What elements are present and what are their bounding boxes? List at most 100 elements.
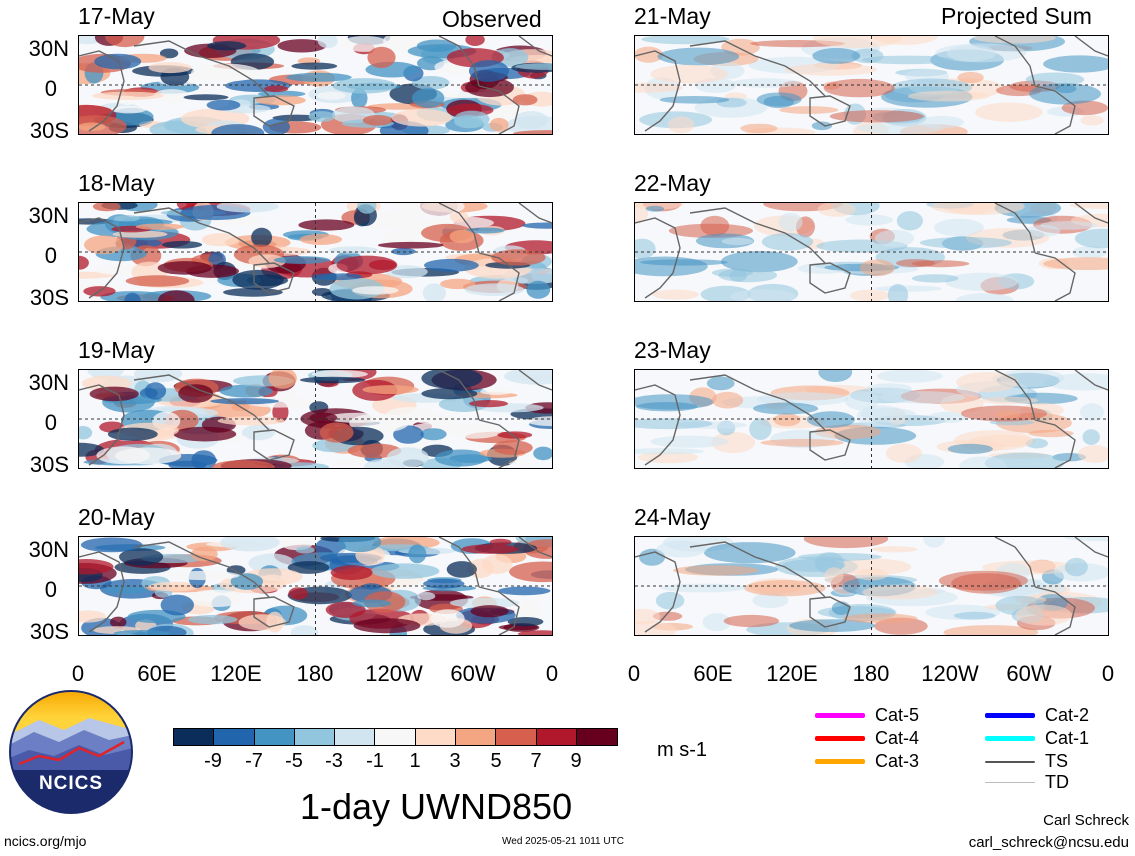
anomaly-blob	[975, 102, 1043, 122]
anomaly-blob	[813, 36, 903, 48]
anomaly-blob	[514, 111, 549, 129]
anomaly-blob	[706, 376, 735, 391]
anomaly-blob	[335, 459, 367, 466]
anomaly-blob	[113, 215, 140, 222]
lat-tick-30s: 30S	[29, 452, 69, 477]
coastline	[635, 551, 681, 633]
lon-tick-60e: 60E	[137, 661, 177, 686]
colorbar-cell	[294, 729, 336, 745]
anomaly-blob	[105, 36, 145, 48]
anomaly-blob	[454, 115, 483, 129]
anomaly-blob	[257, 90, 306, 98]
panel-date-observed-2: 18-May	[78, 170, 155, 196]
anomaly-blob	[162, 240, 203, 249]
anomaly-blob	[956, 372, 1019, 393]
anomaly-blob	[957, 71, 984, 84]
anomaly-blob	[216, 203, 279, 213]
anomaly-blob	[423, 578, 465, 589]
anomaly-blob	[317, 91, 346, 100]
site-link[interactable]: ncics.org/mjo	[4, 833, 87, 849]
coastline	[133, 541, 270, 598]
anomaly-blob	[702, 613, 731, 632]
anomaly-blob	[266, 611, 284, 633]
anomaly-blob	[412, 88, 445, 108]
anomaly-blob	[1074, 228, 1108, 249]
anomaly-blob	[361, 211, 424, 230]
anomaly-blob	[330, 565, 373, 581]
colorbar-cell	[415, 729, 457, 745]
anomaly-blob	[386, 447, 429, 468]
legend-swatch	[985, 782, 1035, 783]
anomaly-blob	[352, 286, 399, 295]
anomaly-blob	[190, 546, 218, 562]
coastline	[809, 429, 851, 461]
anomaly-blob	[823, 78, 895, 98]
panel-date-observed-1: 17-May	[78, 3, 155, 29]
anomaly-blob	[641, 36, 730, 45]
anomaly-blob	[877, 370, 943, 383]
anomaly-blob	[635, 608, 661, 625]
ncics-logo-icon: NCICS	[9, 690, 133, 814]
anomaly-blob	[124, 292, 141, 301]
anomaly-blob	[287, 561, 330, 574]
anomaly-blob	[481, 554, 513, 574]
map-panel	[78, 536, 553, 636]
lat-tick-30n: 30N	[28, 36, 69, 61]
author-email[interactable]: carl_schreck@ncsu.edu	[968, 834, 1129, 851]
anomaly-blob	[1043, 55, 1108, 73]
anomaly-blob	[635, 418, 713, 430]
anomaly-blob	[113, 630, 170, 635]
anomaly-blob	[753, 402, 819, 415]
anomaly-blob	[779, 106, 839, 114]
coastline	[133, 207, 270, 264]
anomaly-blob	[656, 540, 707, 558]
anomaly-blob	[480, 388, 514, 395]
legend-label: Cat-4	[875, 728, 920, 748]
anomaly-blob	[512, 94, 538, 106]
anomaly-blob	[856, 122, 944, 134]
anomaly-blob	[430, 609, 465, 628]
anomaly-blob	[168, 460, 207, 468]
anomaly-blob	[798, 553, 882, 561]
anomaly-blob	[515, 63, 552, 70]
coastline	[809, 596, 851, 628]
anomaly-blob	[277, 39, 327, 53]
anomaly-blob	[657, 47, 740, 66]
lon-tick-120e: 120E	[210, 661, 262, 686]
coastline	[1034, 85, 1076, 134]
units-label: m s-1	[657, 739, 707, 761]
anomaly-blob	[449, 597, 520, 609]
anomaly-blob	[533, 446, 552, 461]
anomaly-blob	[357, 203, 377, 214]
anomaly-blob	[157, 290, 195, 301]
anomaly-blob	[760, 438, 844, 447]
anomaly-blob	[650, 64, 728, 84]
anomaly-blob	[945, 272, 1019, 291]
anomaly-blob	[422, 283, 446, 301]
coastline	[1074, 537, 1108, 558]
coastline	[79, 50, 125, 132]
colorbar-label: -9	[204, 750, 222, 772]
anomaly-blob	[784, 63, 878, 76]
anomaly-blob	[311, 273, 363, 281]
coastline	[438, 537, 480, 588]
anomaly-blob	[308, 111, 336, 122]
anomaly-blob	[1064, 537, 1108, 542]
anomaly-blob	[879, 391, 965, 404]
anomaly-blob	[829, 110, 924, 123]
anomaly-blob	[650, 435, 729, 448]
wind-anomaly-field	[79, 203, 552, 301]
anomaly-blob	[219, 384, 273, 398]
anomaly-blob	[803, 537, 889, 549]
anomaly-blob	[1072, 246, 1108, 259]
anomaly-blob	[723, 614, 780, 628]
anomaly-blob	[635, 256, 708, 277]
panel-date-projected-2: 22-May	[634, 170, 711, 196]
legend-item-cat1: Cat-1	[985, 728, 1089, 749]
colorbar-label: 5	[490, 750, 502, 772]
anomaly-blob	[92, 203, 121, 212]
anomaly-blob	[922, 537, 946, 548]
lon-tick-60w: 60W	[1006, 661, 1052, 686]
lat-tick-30s: 30S	[29, 285, 69, 310]
anomaly-blob	[440, 278, 476, 290]
